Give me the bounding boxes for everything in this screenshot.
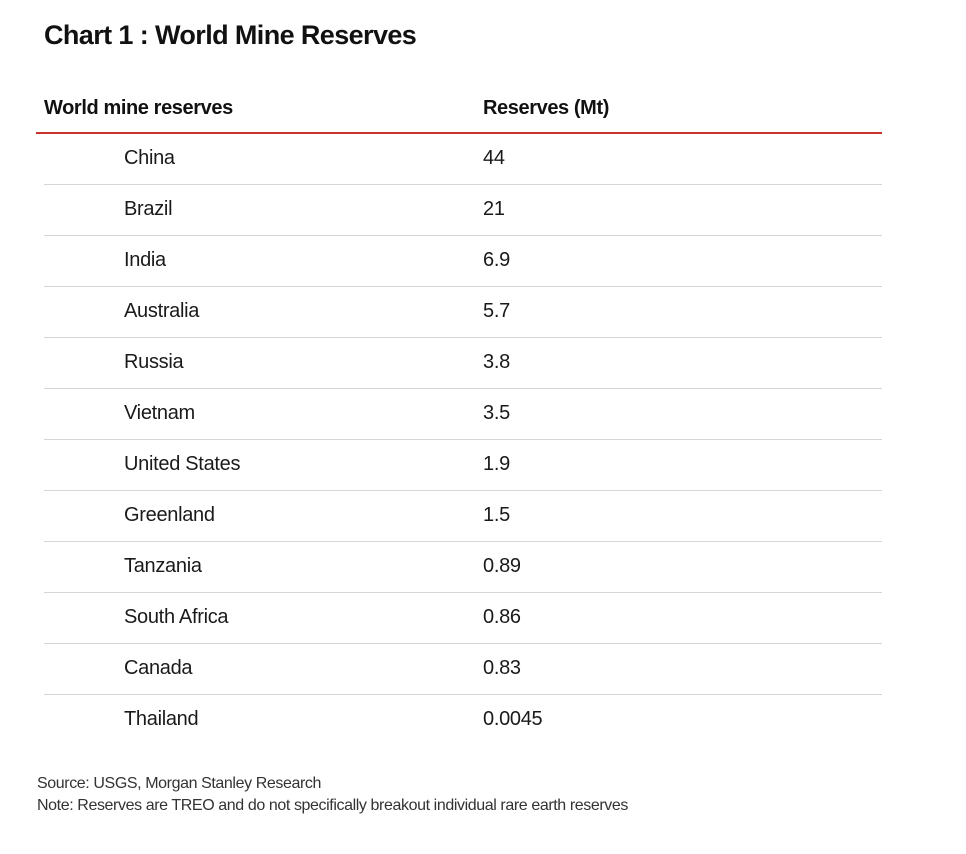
country-cell: Australia: [124, 300, 200, 322]
country-cell: Thailand: [124, 708, 199, 730]
column-header-country: World mine reserves: [44, 97, 233, 119]
footer-notes: Source: USGS, Morgan Stanley Research No…: [37, 773, 628, 817]
country-cell: India: [124, 249, 166, 271]
table-body: China 44 Brazil 21 India 6.9 Australia 5.7 Russi…: [36, 134, 882, 745]
reserves-value-cell: 3.5: [483, 402, 510, 424]
table-row: Thailand 0.0045: [44, 695, 882, 745]
methodology-note: Note: Reserves are TREO and do not speci…: [37, 797, 628, 814]
reserves-value-cell: 3.8: [483, 351, 510, 373]
table-row: Russia 3.8: [44, 338, 882, 389]
table-row: China 44: [44, 134, 882, 185]
reserves-value-cell: 6.9: [483, 249, 510, 271]
reserves-value-cell: 0.89: [483, 555, 521, 577]
reserves-value-cell: 0.83: [483, 657, 521, 679]
country-cell: Russia: [124, 351, 184, 373]
country-cell: Vietnam: [124, 402, 195, 424]
table-row: Australia 5.7: [44, 287, 882, 338]
table-row: South Africa 0.86: [44, 593, 882, 644]
reserves-value-cell: 21: [483, 198, 505, 220]
table-row: Brazil 21: [44, 185, 882, 236]
country-cell: Greenland: [124, 504, 215, 526]
table-row: India 6.9: [44, 236, 882, 287]
country-cell: Canada: [124, 657, 193, 679]
country-cell: Tanzania: [124, 555, 202, 577]
country-cell: South Africa: [124, 606, 229, 628]
country-cell: Brazil: [124, 198, 173, 220]
table-row: Greenland 1.5: [44, 491, 882, 542]
table-row: United States 1.9: [44, 440, 882, 491]
table-header-row: World mine reserves Reserves (Mt): [36, 88, 882, 134]
table-row: Canada 0.83: [44, 644, 882, 695]
reserves-value-cell: 0.0045: [483, 708, 543, 730]
country-cell: China: [124, 147, 175, 169]
chart-title: Chart 1 : World Mine Reserves: [44, 20, 417, 50]
source-note: Source: USGS, Morgan Stanley Research: [37, 775, 322, 792]
reserves-value-cell: 5.7: [483, 300, 510, 322]
country-cell: United States: [124, 453, 241, 475]
table-row: Tanzania 0.89: [44, 542, 882, 593]
reserves-value-cell: 1.5: [483, 504, 510, 526]
reserves-table: World mine reserves Reserves (Mt) China 4…: [36, 88, 882, 745]
column-header-reserves: Reserves (Mt): [483, 97, 609, 119]
reserves-value-cell: 1.9: [483, 453, 510, 475]
reserves-value-cell: 44: [483, 147, 505, 169]
reserves-value-cell: 0.86: [483, 606, 521, 628]
table-row: Vietnam 3.5: [44, 389, 882, 440]
